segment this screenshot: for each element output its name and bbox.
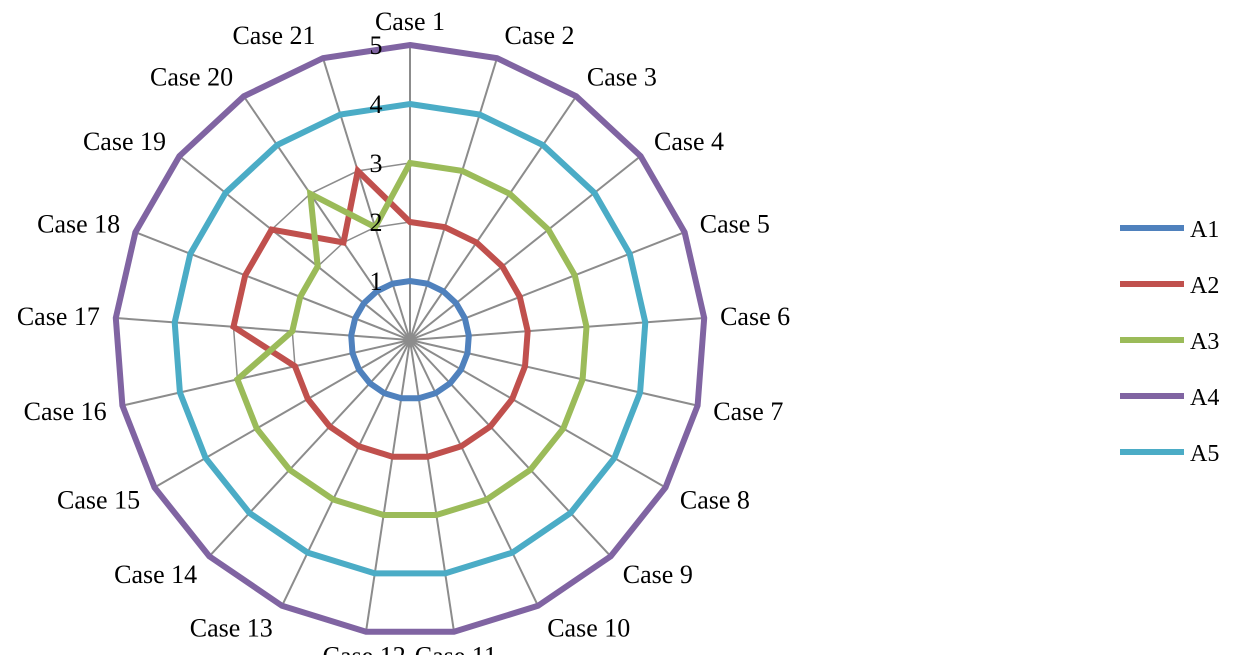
spoke-line: [208, 339, 411, 557]
category-label: Case 20: [150, 62, 233, 91]
series-line-a2: [230, 164, 531, 460]
spoke-line: [242, 95, 411, 341]
category-label: Case 14: [114, 560, 197, 589]
radial-ticks: 1 2 3 4 5: [370, 31, 383, 296]
spoke-line: [409, 339, 612, 557]
category-label: Case 3: [587, 62, 657, 91]
legend-label: A1: [1190, 217, 1219, 243]
legend: A1 A2 A3 A4 A5: [1120, 217, 1219, 467]
series-line-a1: [348, 277, 472, 402]
spoke-line: [281, 339, 411, 607]
legend-label: A5: [1190, 441, 1219, 467]
category-label: Case 16: [24, 397, 107, 426]
category-label: Case 15: [57, 486, 140, 515]
spoke-line: [409, 57, 498, 341]
category-label: Case 1: [375, 7, 445, 36]
category-label: Case 18: [37, 210, 120, 239]
spoke-line: [409, 231, 685, 341]
series-line-a4: [112, 41, 708, 635]
series-layer: [112, 41, 708, 635]
legend-item-a4: A4: [1120, 385, 1219, 411]
category-label: Case 21: [232, 21, 315, 50]
spoke-line: [115, 317, 411, 341]
spoke-line: [409, 95, 578, 341]
series-line-a3: [233, 159, 590, 518]
category-label: Case 19: [83, 127, 166, 156]
category-label: Case 11: [415, 641, 497, 655]
spoke-line: [409, 339, 698, 407]
spoke-line: [409, 339, 455, 632]
spoke-line: [178, 155, 411, 341]
spoke-line: [154, 339, 411, 489]
category-label: Case 4: [654, 127, 724, 156]
legend-item-a1: A1: [1120, 217, 1219, 243]
series-line-a5: [171, 100, 649, 577]
spoke-line: [322, 57, 411, 341]
legend-item-a2: A2: [1120, 273, 1219, 299]
spoke-line: [409, 339, 666, 489]
legend-item-a3: A3: [1120, 329, 1219, 355]
spoke-line: [409, 317, 705, 341]
category-labels: Case 1 Case 2 Case 3 Case 4 Case 5 Case 6 Case…: [17, 7, 790, 655]
spoke-line: [409, 339, 539, 607]
category-label: Case 8: [680, 486, 750, 515]
tick-label: 4: [370, 90, 383, 119]
spoke-line: [135, 231, 411, 341]
category-label: Case 2: [505, 21, 575, 50]
tick-label: 3: [370, 149, 383, 178]
spoke-line: [122, 339, 411, 407]
legend-label: A4: [1190, 385, 1219, 411]
legend-item-a5: A5: [1120, 441, 1219, 467]
category-label: Case 17: [17, 302, 100, 331]
tick-label: 1: [370, 267, 383, 296]
tick-label: 5: [370, 31, 383, 60]
legend-label: A2: [1190, 273, 1219, 299]
category-label: Case 5: [700, 210, 770, 239]
tick-label: 2: [370, 208, 383, 237]
spoke-line: [365, 339, 411, 632]
category-label: Case 7: [713, 397, 783, 426]
category-label: Case 10: [547, 613, 630, 642]
category-label: Case 9: [623, 560, 693, 589]
legend-label: A3: [1190, 329, 1219, 355]
category-label: Case 12: [323, 641, 406, 655]
category-label: Case 6: [720, 302, 790, 331]
category-label: Case 13: [190, 613, 273, 642]
spoke-line: [409, 155, 642, 341]
